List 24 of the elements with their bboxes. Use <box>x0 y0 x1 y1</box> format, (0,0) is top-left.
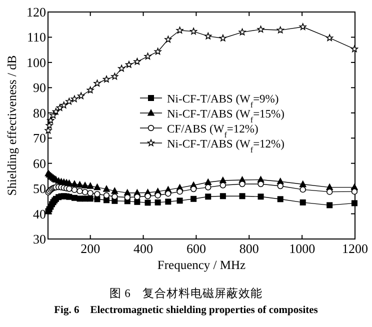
y-tick-label: 40 <box>33 206 46 222</box>
y-tick-label: 100 <box>26 54 46 70</box>
x-tick-label: 800 <box>239 241 259 256</box>
y-tick-label: 50 <box>33 181 46 196</box>
y-tick-label: 70 <box>33 130 46 146</box>
x-axis-title: Frequency / MHz <box>157 258 246 272</box>
x-tick-label: 600 <box>186 241 206 256</box>
y-tick-label: 120 <box>26 4 46 20</box>
x-tick-label: 200 <box>80 241 100 256</box>
caption: Fig. 6 Electromagnetic shielding properties of composites <box>54 305 318 316</box>
y-tick-label: 110 <box>26 30 46 45</box>
caption: 图 6 复合材料电磁屏蔽效能 <box>110 287 262 300</box>
legend-label: CF/ABS (W$_{f}$=12%) <box>167 124 258 139</box>
legend-label: Ni-CF-T/ABS (W$_{f}$=15%) <box>167 108 285 124</box>
x-tick-label: 400 <box>134 241 154 256</box>
legend-label: Ni-CF-T/ABS (W$_{f}$=9%) <box>167 94 279 109</box>
y-tick-label: 80 <box>33 105 46 120</box>
x-tick-label: 1200 <box>342 241 368 256</box>
x-tick-label: 1000 <box>289 241 316 256</box>
y-axis-title: Shielding effectiveness / dB <box>5 55 19 196</box>
legend-label: Ni-CF-T/ABS (W$_{f}$=12%) <box>167 138 285 154</box>
y-tick-label: 30 <box>33 232 46 246</box>
y-tick-label: 60 <box>33 156 46 171</box>
y-tick-label: 90 <box>33 80 46 96</box>
